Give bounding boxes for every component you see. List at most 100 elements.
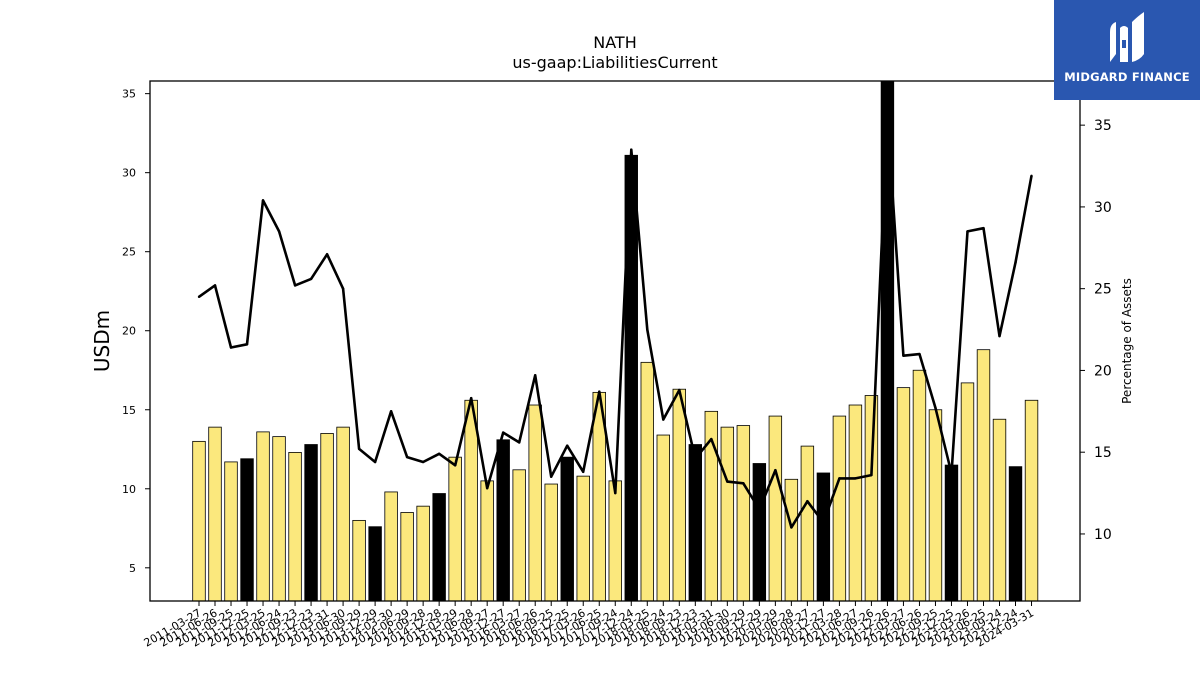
bar: [464, 399, 478, 602]
line-point: [630, 148, 633, 151]
line-point: [758, 508, 761, 511]
y-axis-label: USDm: [90, 310, 114, 372]
bar: [976, 349, 991, 602]
line-point: [854, 477, 857, 480]
line-point: [501, 431, 505, 434]
bar: [944, 464, 959, 602]
y-tick-label: 5: [129, 562, 136, 575]
bar: [384, 491, 398, 602]
line-point: [950, 472, 953, 475]
line-point: [389, 410, 393, 413]
bar: [816, 472, 831, 602]
bar: [848, 404, 863, 602]
y2-tick-label: 30: [1094, 200, 1112, 216]
line-point: [790, 526, 793, 529]
line-point: [598, 390, 601, 393]
line-point: [261, 199, 265, 202]
line-point: [934, 406, 937, 410]
bar: [640, 361, 654, 602]
bar: [224, 461, 238, 602]
bar: [992, 418, 1007, 602]
line-point: [662, 418, 665, 421]
bar: [208, 426, 222, 602]
line-point: [518, 441, 521, 444]
y-tick-label: 25: [122, 246, 136, 259]
line-point: [902, 354, 905, 357]
bar: [688, 444, 703, 602]
line-point: [822, 521, 825, 524]
line-point: [534, 374, 537, 377]
line-point: [582, 470, 585, 474]
bar: [560, 456, 574, 602]
bar: [1024, 399, 1039, 602]
bar: [1008, 466, 1023, 602]
axes: 51015202530351015202530352011-03-272011-…: [122, 80, 1112, 650]
line-point: [309, 277, 313, 281]
bar: [320, 433, 334, 602]
line-point: [998, 334, 1001, 338]
y-tick-label: 20: [122, 325, 136, 338]
y-tick-label: 10: [122, 483, 136, 496]
bar: [960, 382, 975, 602]
bar: [240, 458, 254, 602]
line-point: [614, 491, 617, 495]
y2-tick-label: 15: [1094, 445, 1112, 461]
bar: [368, 526, 382, 602]
bar: [832, 415, 847, 602]
line-point: [437, 452, 441, 456]
line-point: [469, 397, 473, 400]
line-point: [357, 447, 361, 451]
bar: [432, 493, 446, 602]
y2-axis-label: Percentage of Assets: [1120, 278, 1134, 404]
line-point: [405, 455, 409, 459]
chart-title: NATH: [593, 33, 636, 52]
line-point: [197, 295, 201, 299]
bar: [736, 425, 751, 602]
bar: [784, 478, 799, 602]
line-point: [1030, 174, 1033, 178]
line-point: [966, 230, 969, 233]
line-point: [870, 473, 873, 477]
brand-name: MIDGARD FINANCE: [1064, 70, 1190, 84]
line-point: [373, 460, 377, 464]
bar: [496, 439, 510, 602]
bar: [752, 463, 767, 602]
line-point: [421, 460, 425, 464]
line-point: [213, 284, 217, 287]
bar: [928, 409, 943, 602]
bar: [400, 512, 414, 602]
y2-tick-label: 10: [1094, 527, 1112, 543]
y2-tick-label: 20: [1094, 363, 1112, 379]
line-point: [566, 444, 569, 447]
bar: [896, 387, 911, 602]
line-point: [550, 475, 553, 478]
line-point: [646, 328, 649, 331]
line-point: [341, 287, 345, 290]
bar: [544, 483, 558, 602]
line-point: [774, 468, 777, 472]
line-point: [726, 480, 729, 483]
bar: [192, 440, 206, 602]
brand-logo: MIDGARD FINANCE: [1054, 0, 1200, 100]
bar: [416, 505, 430, 602]
bar: [608, 480, 622, 602]
midgard-mark-icon: [1110, 12, 1144, 62]
bar: [768, 415, 783, 602]
bar: [672, 388, 687, 602]
y-tick-label: 15: [122, 404, 136, 417]
line-point: [245, 343, 249, 346]
line-point: [694, 457, 697, 460]
y2-tick-label: 35: [1094, 118, 1112, 134]
line-point: [918, 352, 921, 356]
line-point: [277, 230, 281, 233]
line-point: [710, 437, 713, 441]
bar: [480, 480, 494, 602]
bar: [272, 436, 286, 602]
line-series: [197, 115, 1033, 529]
chart-subtitle: us-gaap:LiabilitiesCurrent: [512, 53, 717, 72]
line-point: [325, 253, 329, 256]
line-point: [453, 464, 457, 467]
bar: [288, 452, 302, 602]
bar: [304, 444, 318, 602]
